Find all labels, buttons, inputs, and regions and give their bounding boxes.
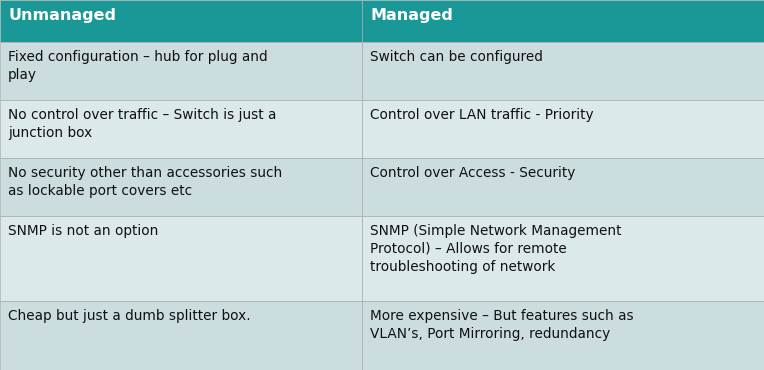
Text: More expensive – But features such as
VLAN’s, Port Mirroring, redundancy: More expensive – But features such as VL… (370, 309, 634, 341)
Text: SNMP is not an option: SNMP is not an option (8, 224, 158, 238)
Bar (0, 42, 362, 100)
Bar (362, 100, 764, 158)
Bar (0, 301, 362, 370)
Bar (362, 158, 764, 216)
Bar (362, 301, 764, 370)
Text: No security other than accessories such
as lockable port covers etc: No security other than accessories such … (8, 166, 282, 198)
Text: Control over Access - Security: Control over Access - Security (370, 166, 575, 180)
Text: SNMP (Simple Network Management
Protocol) – Allows for remote
troubleshooting of: SNMP (Simple Network Management Protocol… (370, 224, 622, 274)
Bar (0, 0, 362, 42)
Bar (362, 0, 764, 42)
Bar (362, 216, 764, 301)
Text: Managed: Managed (370, 8, 453, 23)
Text: Fixed configuration – hub for plug and
play: Fixed configuration – hub for plug and p… (8, 50, 267, 82)
Bar (362, 42, 764, 100)
Text: Unmanaged: Unmanaged (8, 8, 116, 23)
Text: No control over traffic – Switch is just a
junction box: No control over traffic – Switch is just… (8, 108, 277, 140)
Text: Switch can be configured: Switch can be configured (370, 50, 543, 64)
Bar (0, 158, 362, 216)
Bar (0, 216, 362, 301)
Text: Control over LAN traffic - Priority: Control over LAN traffic - Priority (370, 108, 594, 122)
Bar (0, 100, 362, 158)
Text: Cheap but just a dumb splitter box.: Cheap but just a dumb splitter box. (8, 309, 251, 323)
